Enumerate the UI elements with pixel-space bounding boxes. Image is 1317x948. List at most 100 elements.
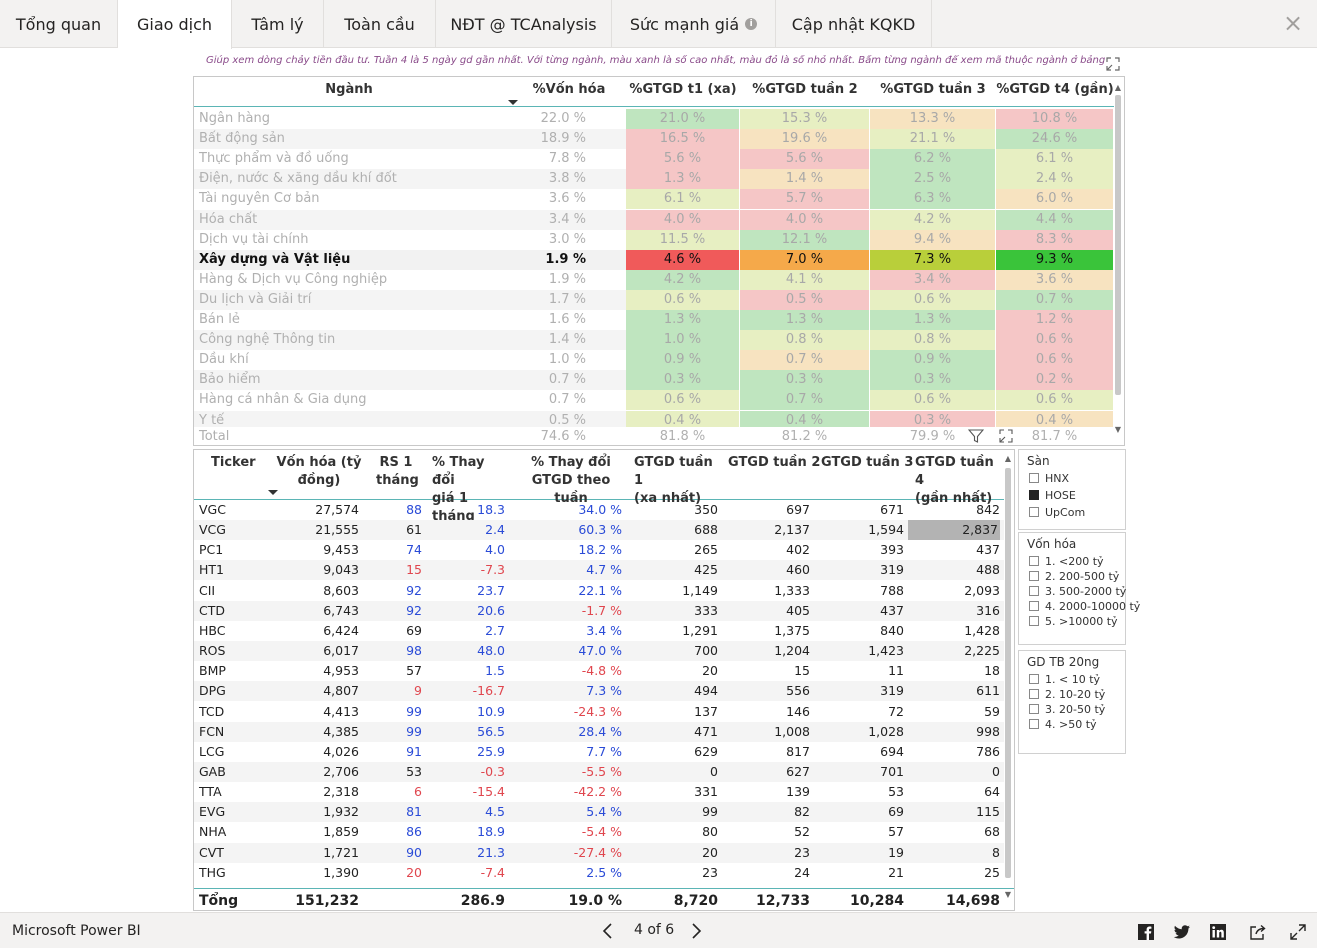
g1-cell: 20 [702,663,718,679]
slicer-option[interactable]: 4. >50 tỷ [1029,718,1097,732]
share-icon[interactable] [1249,923,1267,941]
info-icon[interactable]: i [745,18,758,30]
ticker-row[interactable]: VGC 27,574 88 18.3 34.0 % 350 697 671 842 [194,500,1004,520]
matrix-row[interactable]: Dịch vụ tài chính 3.0 % 11.5 % 12.1 % 9.4 % 8… [194,229,1114,250]
matrix-row[interactable]: Hóa chất 3.4 % 4.0 % 4.0 % 4.2 % 4.4 % [194,209,1114,230]
ticker-row[interactable]: ROS 6,017 98 48.0 47.0 % 700 1,204 1,423 2,225 [194,641,1004,662]
col-header-gtgd-t1[interactable]: %GTGD t1 (xa) [629,82,737,97]
col-header-von-hoa[interactable]: %Vốn hóa [532,82,606,97]
slicer-option[interactable]: 2. 200-500 tỷ [1029,570,1119,584]
slicer-option[interactable]: 2. 10-20 tỷ [1029,688,1105,702]
ticker-row[interactable]: FCN 4,385 99 56.5 28.4 % 471 1,008 1,028 998 [194,721,1004,742]
ticker-row[interactable]: CII 8,603 92 23.7 22.1 % 1,149 1,333 788 2,093 [194,581,1004,601]
tab-giao-dich[interactable]: Giao dịch [118,0,232,49]
checkbox[interactable] [1029,473,1039,483]
col-header-gtgd-tuan-3[interactable]: GTGD tuần 3 [821,454,913,472]
focus-mode-icon[interactable] [1106,57,1120,71]
linkedin-icon[interactable] [1209,923,1227,941]
checkbox[interactable] [1029,616,1039,626]
matrix-row[interactable]: Du lịch và Giải trí 1.7 % 0.6 % 0.5 % 0.6 % 0… [194,289,1114,310]
ticker-row[interactable]: THG 1,390 20 -7.4 2.5 % 23 24 21 25 [194,863,1004,883]
tab-ndt-tcanalysis[interactable]: NĐT @ TCAnalysis [436,0,612,48]
fullscreen-icon[interactable] [1289,923,1307,941]
slicer-option[interactable]: 3. 500-2000 tỷ [1029,585,1126,599]
checkbox[interactable] [1029,507,1039,517]
matrix-row[interactable]: Tài nguyên Cơ bản 3.6 % 6.1 % 5.7 % 6.3 % 6.0… [194,189,1114,210]
slicer-option[interactable]: 1. <200 tỷ [1029,555,1104,569]
checkbox[interactable] [1029,704,1039,714]
next-page-icon[interactable] [688,921,704,941]
facebook-icon[interactable] [1137,923,1155,941]
twitter-icon[interactable] [1173,923,1191,941]
slicer-option-upcom[interactable]: UpCom [1029,506,1085,520]
matrix-row[interactable]: Xây dựng và Vật liệu 1.9 % 4.6 % 7.0 % 7.3 %… [194,249,1114,270]
ticker-row[interactable]: HT1 9,043 15 -7.3 4.7 % 425 460 319 488 [194,560,1004,581]
matrix-row[interactable]: Bán lẻ 1.6 % 1.3 % 1.3 % 1.3 % 1.2 % [194,310,1114,330]
matrix-row[interactable]: Ngân hàng 22.0 % 21.0 % 15.3 % 13.3 % 10.8 % [194,109,1114,129]
col-header-rs1[interactable]: RS 1 tháng [376,454,419,490]
col-header-gtgd-t2[interactable]: %GTGD tuần 2 [752,82,858,97]
matrix-row[interactable]: Y tế 0.5 % 0.4 % 0.4 % 0.3 % 0.4 % [194,410,1114,431]
ticker-row[interactable]: EVG 1,932 81 4.5 5.4 % 99 82 69 115 [194,802,1004,823]
ticker-row[interactable]: TCD 4,413 99 10.9 -24.3 % 137 146 72 59 [194,702,1004,722]
matrix-row[interactable]: Bất động sản 18.9 % 16.5 % 19.6 % 21.1 % 24.6… [194,129,1114,150]
tab-toan-cau[interactable]: Toàn cầu [324,0,436,48]
checkbox[interactable] [1029,556,1039,566]
matrix-row[interactable]: Điện, nước & xăng dầu khí đốt 3.8 % 1.3 % 1… [194,169,1114,190]
tab-suc-manh-gia[interactable]: Sức mạnh giá i [612,0,776,48]
slicer-option[interactable]: 3. 20-50 tỷ [1029,703,1105,717]
checkbox[interactable] [1029,571,1039,581]
ticker-row[interactable]: TTA 2,318 6 -15.4 -42.2 % 331 139 53 64 [194,782,1004,802]
slicer-option[interactable]: 1. < 10 tỷ [1029,673,1100,687]
checkbox[interactable] [1029,689,1039,699]
col-header-ticker[interactable]: Ticker [211,454,256,472]
checkbox[interactable] [1029,674,1039,684]
filter-icon[interactable] [968,428,984,444]
matrix-row[interactable]: Dầu khí 1.0 % 0.9 % 0.7 % 0.9 % 0.6 % [194,350,1114,371]
matrix-row[interactable]: Công nghệ Thông tin 1.4 % 1.0 % 0.8 % 0.8 % 0… [194,330,1114,351]
col-header-thay-doi-gtgd[interactable]: % Thay đổi GTGD theo tuần [516,454,626,508]
ticker-row[interactable]: PC1 9,453 74 4.0 18.2 % 265 402 393 437 [194,540,1004,560]
power-bi-brand[interactable]: Microsoft Power BI [12,923,141,939]
ticker-row[interactable]: VCG 21,555 61 2.4 60.3 % 688 2,137 1,594 2,837 [194,520,1004,541]
scroll-up-arrow[interactable]: ▲ [1114,83,1122,92]
previous-page-icon[interactable] [600,921,616,941]
matrix-scrollbar[interactable] [1115,95,1121,395]
col-header-gtgd-tuan-1[interactable]: GTGD tuần 1 (xa nhất) [634,454,718,508]
tab-cap-nhat-kqkd[interactable]: Cập nhật KQKD [776,0,932,48]
ticker-row[interactable]: HBC 6,424 69 2.7 3.4 % 1,291 1,375 840 1,428 [194,621,1004,641]
close-icon[interactable]: × [1282,9,1304,37]
matrix-row[interactable]: Thực phẩm và đồ uống 7.8 % 5.6 % 5.6 % 6.2 %… [194,149,1114,170]
checkbox[interactable] [1029,601,1039,611]
ticker-row[interactable]: BMP 4,953 57 1.5 -4.8 % 20 15 11 18 [194,661,1004,681]
ticker-row[interactable]: CVT 1,721 90 21.3 -27.4 % 20 23 19 8 [194,842,1004,863]
col-header-gtgd-tuan-4[interactable]: GTGD tuần 4 (gần nhất) [915,454,999,508]
scroll-down-arrow[interactable]: ▼ [1114,425,1122,434]
slicer-option[interactable]: 4. 2000-10000 tỷ [1029,600,1140,614]
ticker-scrollbar[interactable] [1005,468,1011,878]
matrix-row[interactable]: Hàng cá nhân & Gia dụng 0.7 % 0.6 % 0.7 % 0.… [194,390,1114,411]
slicer-option[interactable]: 5. >10000 tỷ [1029,615,1118,629]
matrix-row[interactable]: Hàng & Dịch vụ Công nghiệp 1.9 % 4.2 % 4.1 … [194,269,1114,290]
tab-tong-quan[interactable]: Tổng quan [0,0,118,48]
ticker-row[interactable]: LCG 4,026 91 25.9 7.7 % 629 817 694 786 [194,742,1004,762]
ticker-row[interactable]: NHA 1,859 86 18.9 -5.4 % 80 52 57 68 [194,822,1004,842]
checkbox-checked[interactable] [1029,490,1039,500]
slicer-option-hose[interactable]: HOSE [1029,489,1076,503]
focus-mode-icon[interactable] [998,428,1014,444]
scroll-up-arrow[interactable]: ▲ [1004,454,1012,463]
col-header-gtgd-tuan-2[interactable]: GTGD tuần 2 [728,454,820,472]
col-header-nganh[interactable]: Ngành [325,82,373,97]
checkbox[interactable] [1029,586,1039,596]
ticker-row[interactable]: CTD 6,743 92 20.6 -1.7 % 333 405 437 316 [194,600,1004,621]
matrix-row[interactable]: Bảo hiểm 0.7 % 0.3 % 0.3 % 0.3 % 0.2 % [194,370,1114,391]
ticker-row[interactable]: DPG 4,807 9 -16.7 7.3 % 494 556 319 611 [194,681,1004,702]
ticker-row[interactable]: GAB 2,706 53 -0.3 -5.5 % 0 627 701 0 [194,761,1004,782]
col-header-gtgd-t3[interactable]: %GTGD tuần 3 [880,82,986,97]
scroll-down-arrow[interactable]: ▼ [1004,890,1012,899]
col-header-von-hoa[interactable]: Vốn hóa (tỷ đồng) [274,454,364,490]
tab-tam-ly[interactable]: Tâm lý [232,0,324,48]
col-header-gtgd-t4[interactable]: %GTGD t4 (gần) [996,82,1114,97]
slicer-option-hnx[interactable]: HNX [1029,472,1069,486]
checkbox[interactable] [1029,719,1039,729]
